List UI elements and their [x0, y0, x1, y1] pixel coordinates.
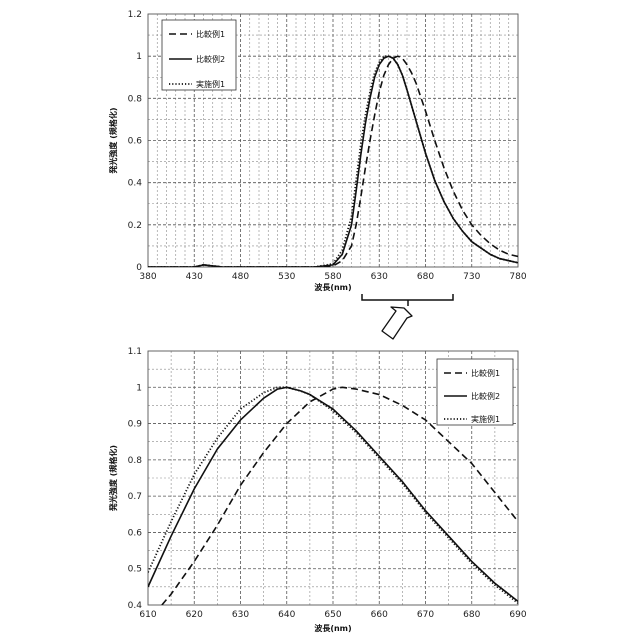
x-tick-label: 680	[417, 272, 434, 282]
legend-label: 実施例1	[196, 79, 225, 89]
x-tick-label: 650	[324, 610, 341, 620]
y-tick-label: 0.6	[128, 137, 143, 147]
x-tick-label: 660	[371, 610, 388, 620]
y-tick-label: 1	[136, 52, 142, 62]
y-tick-label: 0.2	[128, 221, 142, 231]
x-tick-label: 480	[232, 272, 249, 282]
x-tick-label: 640	[278, 610, 295, 620]
y-tick-label: 0.8	[128, 456, 143, 466]
x-tick-label: 580	[324, 272, 341, 282]
x-tick-label: 620	[186, 610, 203, 620]
x-tick-label: 530	[278, 272, 295, 282]
y-tick-label: 0.4	[128, 601, 143, 611]
x-tick-label: 610	[139, 610, 156, 620]
x-axis-label: 波長(nm)	[314, 623, 351, 633]
bottom-chart: 610 620 630 640 650 660 670 680 690 0.4 0.5 0.6 0.7 0…	[108, 347, 527, 633]
legend: 比較例1 比較例2 実施例1	[437, 359, 513, 425]
y-tick-label: 1.2	[128, 10, 142, 20]
x-tick-label: 780	[509, 272, 526, 282]
y-tick-label: 0.9	[128, 420, 143, 430]
zoom-bracket	[362, 294, 453, 306]
y-tick-label: 0.6	[128, 528, 143, 538]
x-tick-label: 430	[186, 272, 203, 282]
y-tick-label: 0.7	[128, 492, 142, 502]
x-tick-label: 630	[371, 272, 388, 282]
x-tick-label: 630	[232, 610, 249, 620]
x-tick-label: 730	[463, 272, 480, 282]
x-tick-label: 690	[509, 610, 526, 620]
y-axis-label: 発光強度 (規格化)	[108, 107, 118, 174]
legend-label: 比較例2	[471, 391, 500, 401]
y-tick-label: 0	[136, 263, 142, 273]
legend-label: 比較例2	[196, 54, 225, 64]
x-tick-label: 380	[139, 272, 156, 282]
y-tick-label: 0.4	[128, 179, 143, 189]
zoom-arrow-icon	[382, 307, 412, 339]
legend-label: 比較例1	[196, 29, 225, 39]
legend-label: 比較例1	[471, 368, 500, 378]
x-tick-label: 670	[417, 610, 434, 620]
top-chart: 380 430 480 530 580 630 680 730 780 0 0.2 0.4 0.6 0.8…	[108, 10, 527, 292]
x-axis-label: 波長(nm)	[314, 282, 351, 292]
legend-label: 実施例1	[471, 414, 500, 424]
y-tick-label: 0.8	[128, 94, 143, 104]
x-tick-label: 680	[463, 610, 480, 620]
y-tick-label: 1.1	[128, 347, 142, 357]
legend: 比較例1 比較例2 実施例1	[162, 20, 236, 90]
y-tick-label: 1	[136, 383, 142, 393]
y-tick-label: 0.5	[128, 565, 142, 575]
zoom-indicator	[362, 294, 453, 339]
y-axis-label: 発光強度 (規格化)	[108, 445, 118, 512]
chart-figure: 380 430 480 530 580 630 680 730 780 0 0.2 0.4 0.6 0.8…	[0, 0, 640, 640]
